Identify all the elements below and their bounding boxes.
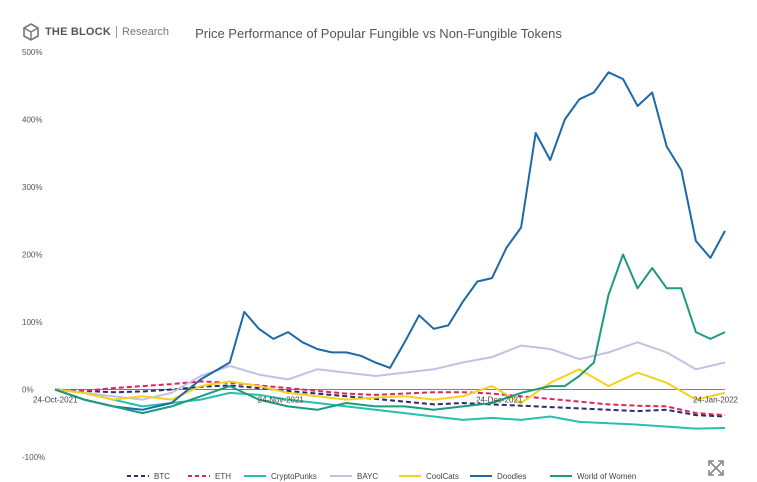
logo-divider bbox=[115, 26, 117, 38]
legend-label: CryptoPunks bbox=[271, 472, 317, 481]
logo-subtitle: Research bbox=[121, 26, 170, 38]
series-line-eth bbox=[54, 380, 726, 417]
y-tick-label: 100% bbox=[22, 318, 42, 327]
legend-label: BTC bbox=[154, 472, 170, 481]
legend-label: ETH bbox=[215, 472, 231, 481]
x-tick-label: 24-Dec-2021 bbox=[476, 396, 523, 405]
y-tick-label: 300% bbox=[22, 183, 42, 192]
cube-logo-icon bbox=[23, 23, 39, 41]
logo-text: THE BLOCK bbox=[45, 26, 111, 38]
x-tick-label: 24-Oct-2021 bbox=[33, 396, 78, 405]
legend-label: World of Women bbox=[577, 472, 636, 481]
series-line-world-of-women bbox=[54, 253, 726, 415]
brand-logo: THE BLOCK Research bbox=[23, 22, 169, 42]
y-tick-label: 0% bbox=[22, 386, 34, 395]
series-line-doodles bbox=[54, 71, 726, 411]
series-line-bayc bbox=[54, 341, 726, 401]
legend-label: CoolCats bbox=[426, 472, 459, 481]
y-tick-label: 400% bbox=[22, 116, 42, 125]
x-tick-label: 24-Nov-2021 bbox=[258, 396, 305, 405]
series-line-coolcats bbox=[54, 368, 726, 404]
legend-label: BAYC bbox=[357, 472, 378, 481]
expand-arrows-icon[interactable] bbox=[707, 459, 725, 477]
y-tick-label: 200% bbox=[22, 251, 42, 260]
y-tick-label: -100% bbox=[22, 453, 45, 462]
legend-label: Doodles bbox=[497, 472, 526, 481]
chart-title: Price Performance of Popular Fungible vs… bbox=[195, 26, 562, 41]
series-line-cryptopunks bbox=[54, 388, 726, 430]
y-tick-label: 500% bbox=[22, 48, 42, 57]
x-tick-label: 24-Jan-2022 bbox=[693, 396, 738, 405]
